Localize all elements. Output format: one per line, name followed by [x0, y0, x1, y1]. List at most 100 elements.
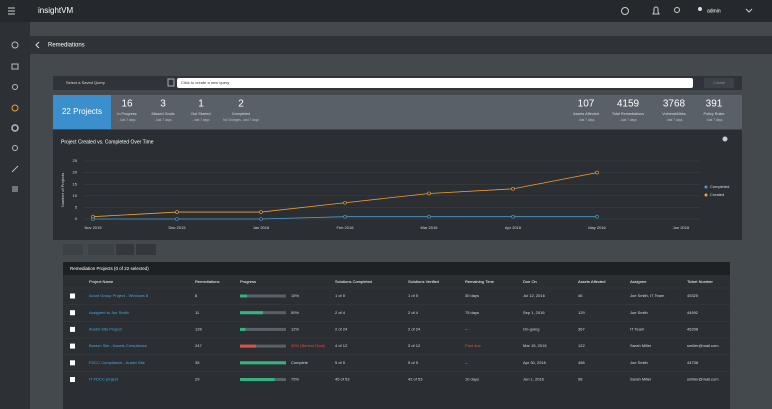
- stat-change: - last 7 days: [665, 118, 683, 122]
- x-tick-label: Dec 2015: [168, 225, 186, 230]
- project-link[interactable]: Assigned to Joe Smith: [89, 310, 129, 315]
- projects-box[interactable]: [53, 95, 111, 129]
- y-tick-label: 25: [73, 158, 78, 163]
- query-icon[interactable]: [167, 78, 175, 87]
- delete-button[interactable]: [116, 244, 134, 255]
- row-checkbox[interactable]: [70, 293, 75, 299]
- row-checkbox[interactable]: [70, 326, 75, 332]
- stat-value: 107: [578, 99, 595, 110]
- cell: 98: [578, 377, 583, 382]
- column-header: Due On: [523, 279, 537, 284]
- saved-query-select[interactable]: Select a Saved Query: [66, 80, 105, 85]
- cell: Joe Smith, IT Team: [630, 293, 665, 298]
- cell: 367: [578, 326, 585, 331]
- column-header: Assets Affected: [578, 279, 606, 284]
- notification-icon[interactable]: [652, 6, 660, 15]
- query-placeholder[interactable]: Click to create a new query: [181, 80, 229, 85]
- edit-button[interactable]: [136, 244, 156, 255]
- data-point: [175, 210, 179, 214]
- user-menu[interactable]: [745, 8, 753, 13]
- row-checkbox[interactable]: [70, 360, 75, 366]
- x-tick-label: Apr 2016: [505, 225, 522, 230]
- cell: 1 of 5: [408, 293, 419, 298]
- progress-track: [240, 327, 286, 331]
- column-header: Ticket Number: [687, 279, 714, 284]
- row-checkbox[interactable]: [70, 310, 75, 316]
- project-link[interactable]: Boston Site - Assets Compliance: [89, 343, 148, 348]
- create-button[interactable]: [704, 78, 734, 88]
- stat-label: Policy Rules: [704, 112, 725, 116]
- user-name[interactable]: admin: [707, 8, 721, 14]
- x-tick-label: May 2016: [588, 225, 606, 230]
- progress-label: 35% (Behind Goal): [291, 343, 325, 348]
- row-checkbox[interactable]: [70, 377, 75, 382]
- cell: Mar 15, 2016: [523, 343, 547, 348]
- data-point: [343, 214, 347, 219]
- share-button[interactable]: [88, 244, 114, 255]
- cell: 29: [195, 377, 200, 382]
- cell: 46208: [687, 326, 699, 331]
- menu-icon[interactable]: [8, 7, 15, 15]
- data-point: [595, 214, 599, 219]
- project-link[interactable]: FDCC Compliance - Austin Site: [89, 360, 146, 365]
- column-header: Solutions Completed: [335, 279, 372, 284]
- cell: Joe Smith: [630, 310, 648, 315]
- logo[interactable]: insightVM: [38, 6, 73, 15]
- stat-label: Completed: [232, 112, 250, 116]
- stat-label: Missed Goals: [151, 112, 174, 116]
- select-button[interactable]: [63, 244, 83, 255]
- stat-value: 3: [160, 99, 166, 110]
- sidebar: [0, 22, 30, 409]
- cell: smiller@mail.com: [687, 377, 719, 382]
- cell: 3 of 12: [408, 343, 421, 348]
- cell: 45325: [687, 293, 699, 298]
- cell: 5 of 5: [408, 360, 419, 365]
- stat-label: Total Remediations: [612, 112, 644, 116]
- cell: 122: [578, 343, 585, 348]
- cell: 75 days: [465, 310, 479, 315]
- cell: 30 days: [465, 293, 479, 298]
- back-button[interactable]: [35, 41, 40, 49]
- cell: 45 of 53: [335, 377, 350, 382]
- sidebar-icons[interactable]: [11, 41, 19, 192]
- table-title: Remediation Projects (0 of 22 selected): [70, 266, 149, 271]
- table-header-bar: [63, 262, 730, 275]
- x-tick-label: Jan 2016: [253, 225, 270, 230]
- progress-label: 15%: [291, 293, 299, 298]
- y-axis-label: Number of Projects: [60, 173, 65, 207]
- data-point: [259, 210, 263, 214]
- legend-label: Completed: [710, 184, 729, 189]
- create-label[interactable]: Create: [713, 80, 726, 85]
- search-icon[interactable]: [674, 7, 680, 13]
- breadcrumb: Remediations: [48, 43, 85, 49]
- cell: 129: [578, 310, 585, 315]
- progress-label: 50%: [291, 310, 299, 315]
- stat-value: 16: [121, 99, 133, 110]
- cell: 2 of 4: [408, 310, 419, 315]
- stat-change: - last 7 days: [192, 118, 210, 122]
- settings-icon[interactable]: [722, 136, 728, 142]
- project-link[interactable]: Acunt Group Project - Windows 8: [89, 293, 149, 298]
- cell: 44738: [687, 360, 699, 365]
- cell: 456: [578, 360, 585, 365]
- help-icon[interactable]: [621, 7, 629, 15]
- projects-count[interactable]: 22 Projects: [62, 107, 102, 116]
- column-header: Assignee: [630, 279, 647, 284]
- cell: 2 of 4: [335, 310, 346, 315]
- column-header: Solutions Verified: [408, 279, 439, 284]
- cell: 4 of 12: [335, 343, 348, 348]
- project-link[interactable]: Austin Site Project: [89, 326, 123, 331]
- cell: 1 of 5: [335, 293, 346, 298]
- row-checkbox[interactable]: [70, 343, 75, 349]
- cell: On-going: [523, 326, 539, 331]
- y-tick-label: 10: [73, 193, 78, 198]
- user-icon[interactable]: [698, 7, 702, 11]
- column-header: Progress: [240, 279, 256, 284]
- query-input[interactable]: [177, 78, 693, 88]
- stat-label: In Progress: [117, 112, 137, 116]
- project-link[interactable]: IT FDCC project: [89, 377, 119, 382]
- data-point: [511, 214, 515, 219]
- stat-label: Assets Affected: [573, 112, 599, 116]
- cell: 247: [195, 343, 202, 348]
- x-tick-label: Jun 2016: [673, 225, 690, 230]
